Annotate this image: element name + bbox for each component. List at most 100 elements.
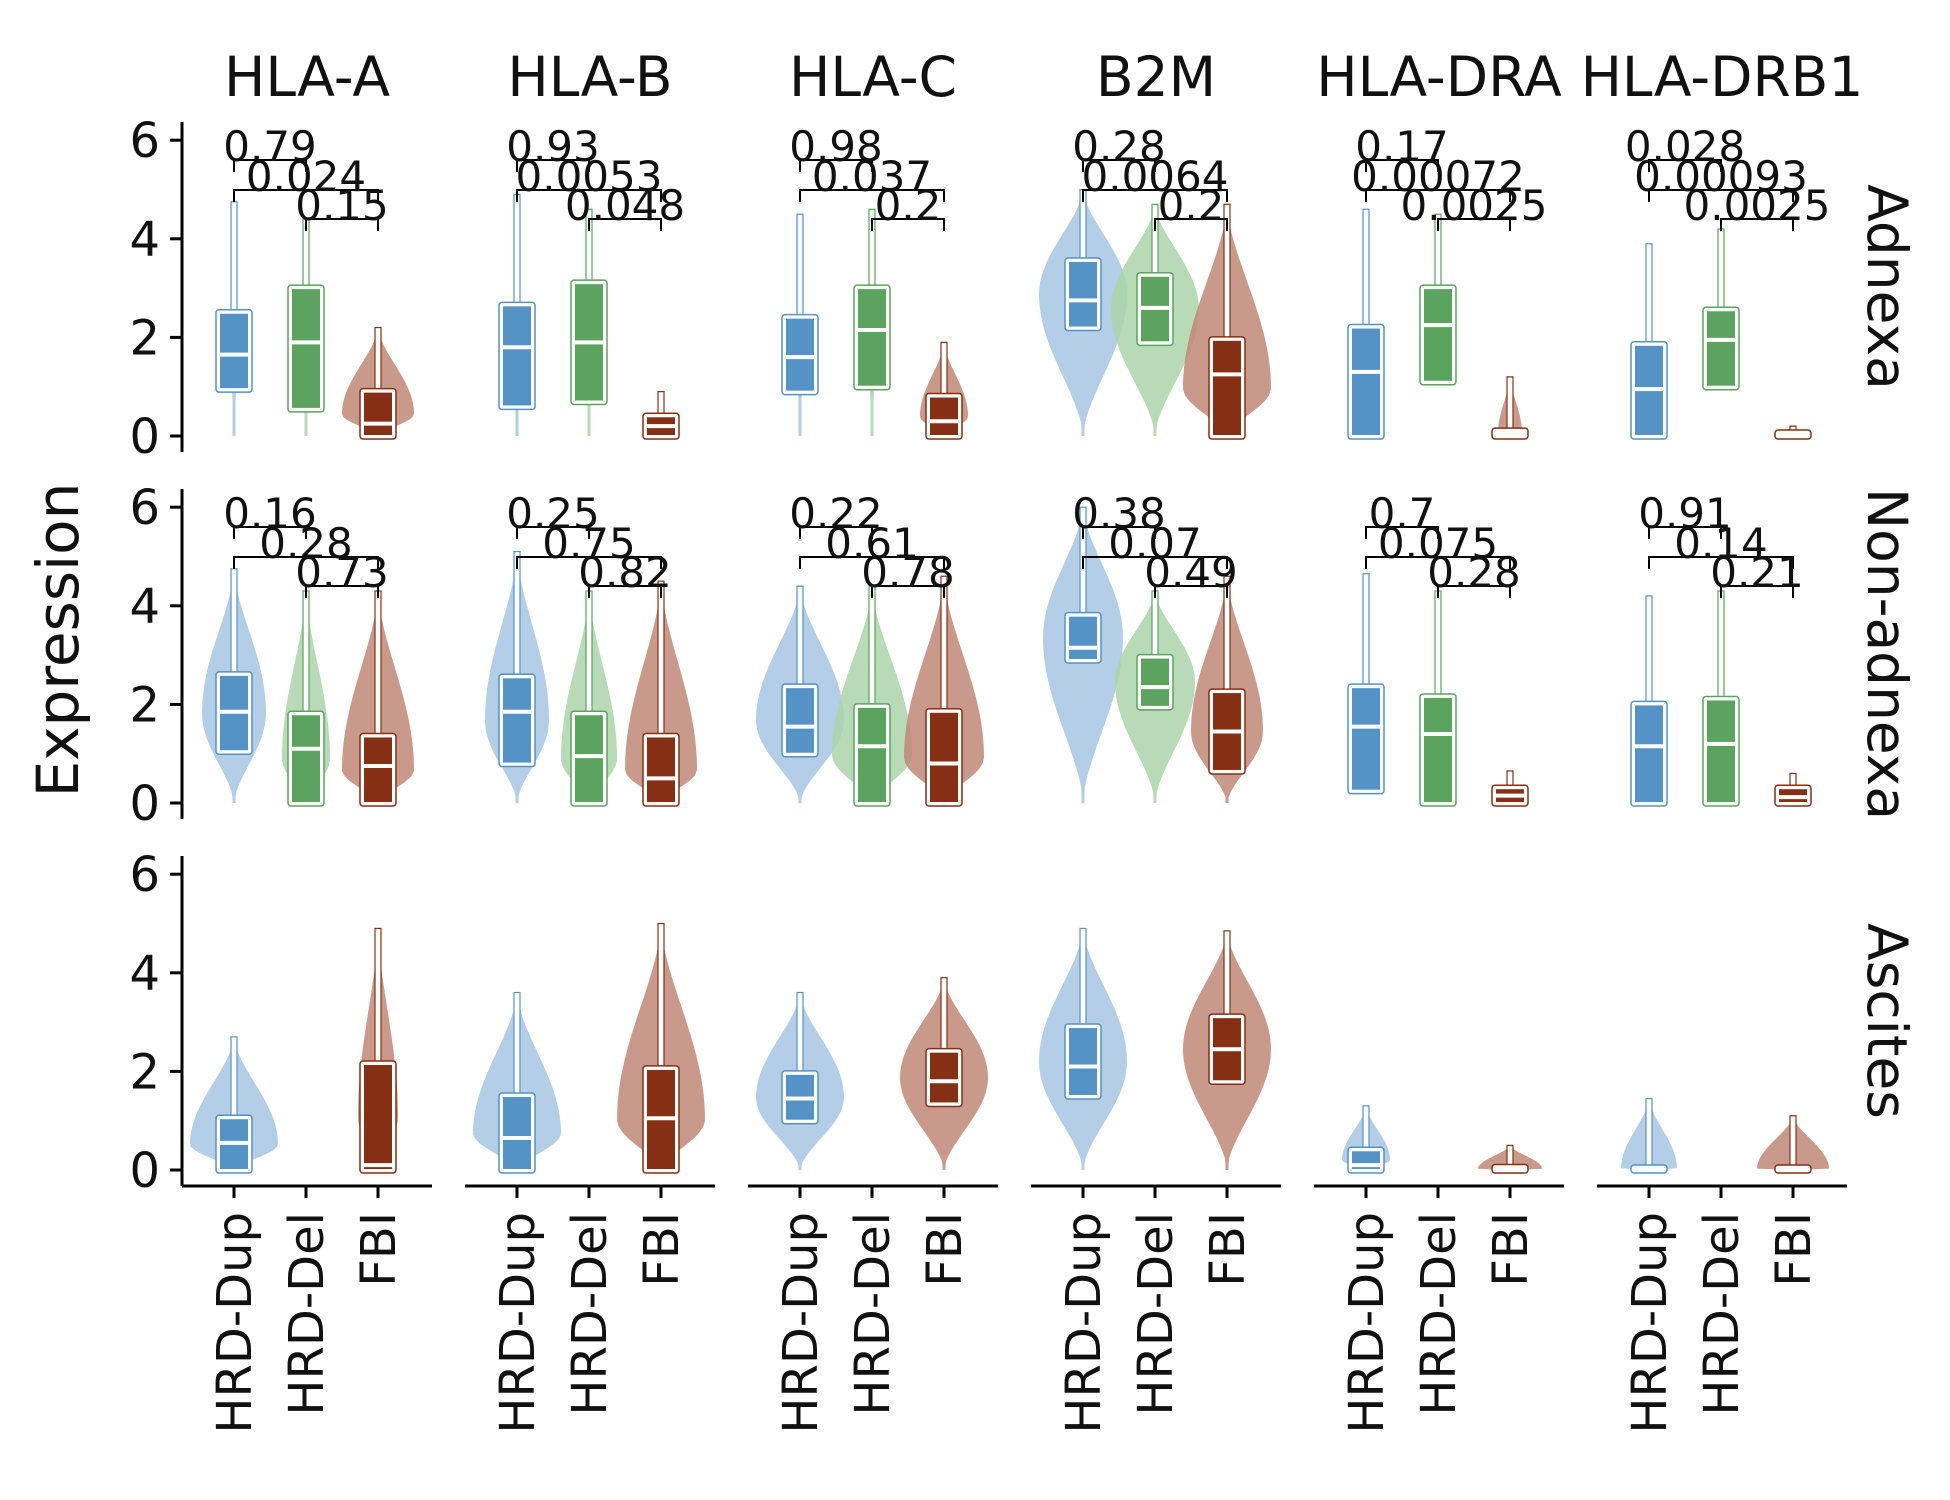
- whisker: [1434, 590, 1442, 698]
- y-tick-label: 0: [129, 409, 160, 465]
- whisker: [302, 590, 310, 715]
- whisker: [230, 1036, 238, 1119]
- whisker: [657, 580, 665, 738]
- box-fill: [858, 707, 886, 802]
- column-title: HLA-DRB1: [1581, 45, 1864, 109]
- box-fill: [1707, 311, 1735, 386]
- box-fill: [1635, 705, 1663, 802]
- box-fill: [575, 715, 603, 802]
- y-tick-label: 6: [129, 847, 160, 903]
- whisker: [230, 568, 238, 676]
- box-fill: [647, 737, 675, 802]
- significance-bracket: [871, 585, 945, 598]
- significance-bracket: [1154, 218, 1228, 231]
- x-tick-label: HRD-Del: [279, 1212, 335, 1416]
- box-fill: [503, 306, 531, 406]
- significance-bracket: [233, 526, 307, 539]
- x-tick-label: FBI: [1766, 1212, 1822, 1287]
- significance-bracket: [1082, 556, 1228, 569]
- significance-bracket: [1365, 526, 1439, 539]
- box-fill: [1424, 698, 1452, 802]
- p-value-label: 0.037: [812, 152, 932, 201]
- row-label: Ascites: [1855, 923, 1919, 1119]
- p-value-label: 0.028: [1625, 122, 1745, 171]
- p-value-label: 0.25: [506, 489, 600, 538]
- box-fill: [1213, 340, 1241, 435]
- significance-bracket: [305, 218, 379, 231]
- whisker: [868, 585, 876, 708]
- p-value-label: 0.0053: [516, 152, 663, 201]
- box-fill: [1352, 328, 1380, 435]
- significance-bracket: [588, 585, 662, 598]
- p-value-label: 0.82: [578, 548, 672, 597]
- significance-bracket: [1648, 159, 1722, 172]
- y-tick-label: 0: [129, 776, 160, 832]
- box-fill: [1424, 289, 1452, 381]
- column-title: B2M: [1096, 45, 1216, 109]
- p-value-label: 0.7: [1369, 489, 1436, 538]
- p-value-label: 0.048: [565, 181, 685, 230]
- whisker: [1506, 376, 1514, 432]
- significance-bracket: [233, 159, 307, 172]
- whisker: [796, 991, 804, 1075]
- p-value-label: 0.15: [295, 181, 389, 230]
- significance-bracket: [516, 189, 662, 202]
- column-title: HLA-C: [789, 45, 957, 109]
- whisker: [1717, 590, 1725, 701]
- x-tick-label: HRD-Dup: [1339, 1212, 1395, 1434]
- whisker: [513, 193, 521, 306]
- x-tick-label: HRD-Dup: [773, 1212, 829, 1434]
- significance-bracket: [1648, 556, 1794, 569]
- box-fill: [503, 1097, 531, 1169]
- x-tick-label: HRD-Del: [562, 1212, 618, 1416]
- whisker: [513, 550, 521, 678]
- y-tick-label: 2: [129, 310, 160, 366]
- significance-bracket: [799, 159, 873, 172]
- box-fill: [1141, 658, 1169, 706]
- significance-bracket: [1365, 189, 1511, 202]
- p-value-label: 0.61: [825, 519, 919, 568]
- whisker: [585, 590, 593, 715]
- box-fill: [292, 715, 320, 802]
- significance-bracket: [799, 189, 945, 202]
- significance-bracket: [1154, 585, 1228, 598]
- p-value-label: 0.93: [506, 122, 600, 171]
- p-value-label: 0.73: [295, 548, 389, 597]
- y-tick-label: 4: [129, 212, 160, 268]
- significance-bracket: [871, 218, 945, 231]
- box-fill: [786, 688, 814, 753]
- whisker: [374, 927, 382, 1065]
- significance-bracket: [233, 189, 379, 202]
- significance-bracket: [1648, 189, 1794, 202]
- box-fill: [858, 289, 886, 386]
- box-fill: [1069, 1028, 1097, 1096]
- significance-bracket: [1648, 526, 1722, 539]
- y-tick-label: 2: [129, 677, 160, 733]
- x-tick-label: HRD-Del: [845, 1212, 901, 1416]
- p-value-label: 0.0064: [1082, 152, 1229, 201]
- column-title: HLA-A: [224, 45, 390, 109]
- x-tick-label: HRD-Dup: [207, 1212, 263, 1434]
- p-value-label: 0.2: [1158, 181, 1225, 230]
- whisker: [374, 326, 382, 393]
- p-value-label: 0.28: [1427, 548, 1521, 597]
- p-value-label: 0.14: [1674, 519, 1768, 568]
- row-label: Non-adnexa: [1855, 488, 1919, 820]
- whisker: [1362, 1105, 1370, 1151]
- whisker: [1079, 927, 1087, 1028]
- y-tick-label: 6: [129, 480, 160, 536]
- column-title: HLA-B: [507, 45, 672, 109]
- row-label: Adnexa: [1855, 184, 1919, 390]
- whisker: [374, 590, 382, 738]
- plot-area: HLA-A HLA-B HLA-C B2M HLA-DRA HLA-DRB1 Adnexa N…: [129, 45, 1919, 1434]
- box-fill: [364, 737, 392, 802]
- p-value-label: 0.21: [1710, 548, 1804, 597]
- p-value-label: 0.22: [789, 489, 883, 538]
- p-value-label: 0.98: [789, 122, 883, 171]
- whisker: [1645, 595, 1653, 706]
- box-fill: [1352, 688, 1380, 790]
- p-value-label: 0.75: [542, 519, 636, 568]
- box-fill: [930, 1052, 958, 1103]
- p-value-label: 0.17: [1355, 122, 1449, 171]
